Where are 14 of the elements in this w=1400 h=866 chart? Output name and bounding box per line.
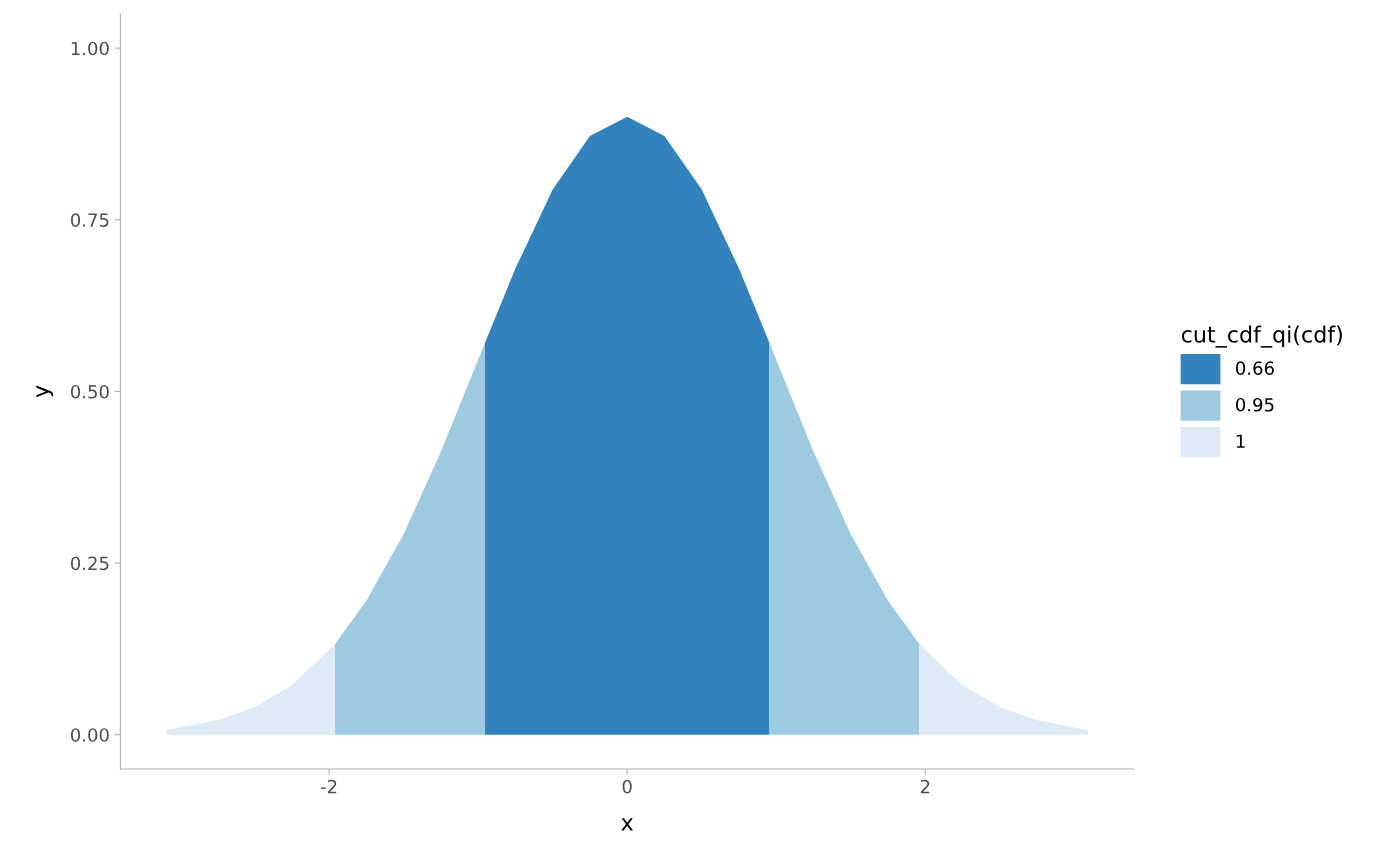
legend-label: 1 (1236, 434, 1245, 448)
legend-label: 0.95 (1236, 397, 1274, 412)
y-tick-label: 1.00 (71, 41, 109, 56)
y-tick-label: 0.00 (70, 728, 109, 742)
y-tick-label: 0.25 (70, 556, 109, 571)
legend-label: 0.66 (1236, 361, 1274, 375)
x-tick-label: -2 (320, 779, 337, 794)
y-tick-label: 0.75 (70, 213, 109, 227)
x-tick-label: 2 (920, 779, 930, 794)
x-axis-title: x (621, 818, 634, 831)
x-tick-label: 0 (622, 779, 632, 794)
y-tick-label: 0.50 (70, 384, 109, 399)
legend-title: cut_cdf_qi(cdf) (1181, 325, 1342, 348)
y-axis-title: y (36, 385, 54, 398)
